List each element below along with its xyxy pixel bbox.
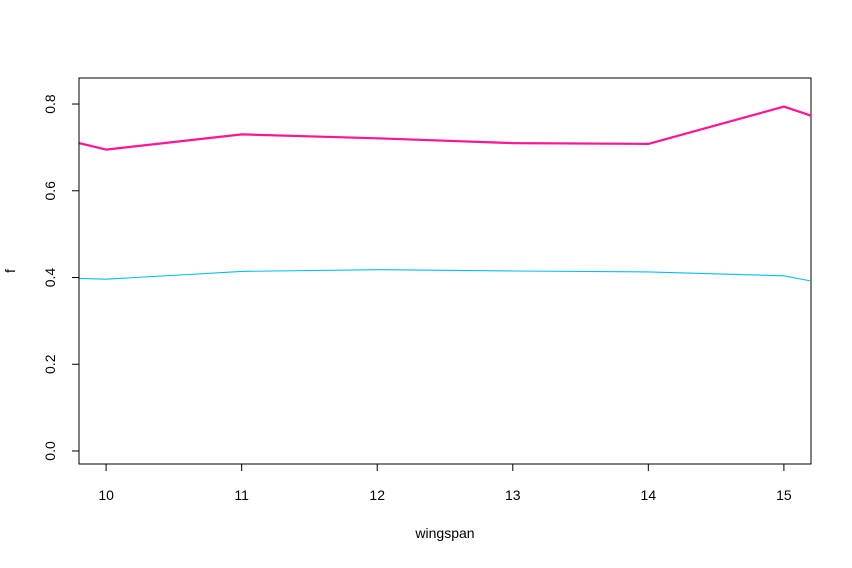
x-tick-label: 11 [234,487,249,503]
x-axis: 10 11 12 13 14 15 [98,463,792,503]
plot-frame [78,77,812,465]
x-tick-label: 10 [98,487,114,503]
y-axis-label: f [2,269,18,273]
y-tick-label: 0.6 [42,181,58,201]
x-tick-label: 12 [369,487,385,503]
x-tick-label: 15 [776,487,792,503]
x-tick-label: 14 [641,487,657,503]
x-tick-label: 13 [505,487,521,503]
y-tick-label: 0.0 [42,441,58,461]
x-axis-label: wingspan [414,525,474,541]
y-tick-label: 0.2 [42,354,58,374]
y-axis: 0.0 0.2 0.4 0.6 0.8 [42,94,80,461]
series-line-1 [79,105,811,151]
series-line-2 [79,269,811,282]
y-tick-label: 0.4 [42,268,58,288]
series-layer [79,105,811,282]
y-tick-label: 0.8 [42,94,58,114]
